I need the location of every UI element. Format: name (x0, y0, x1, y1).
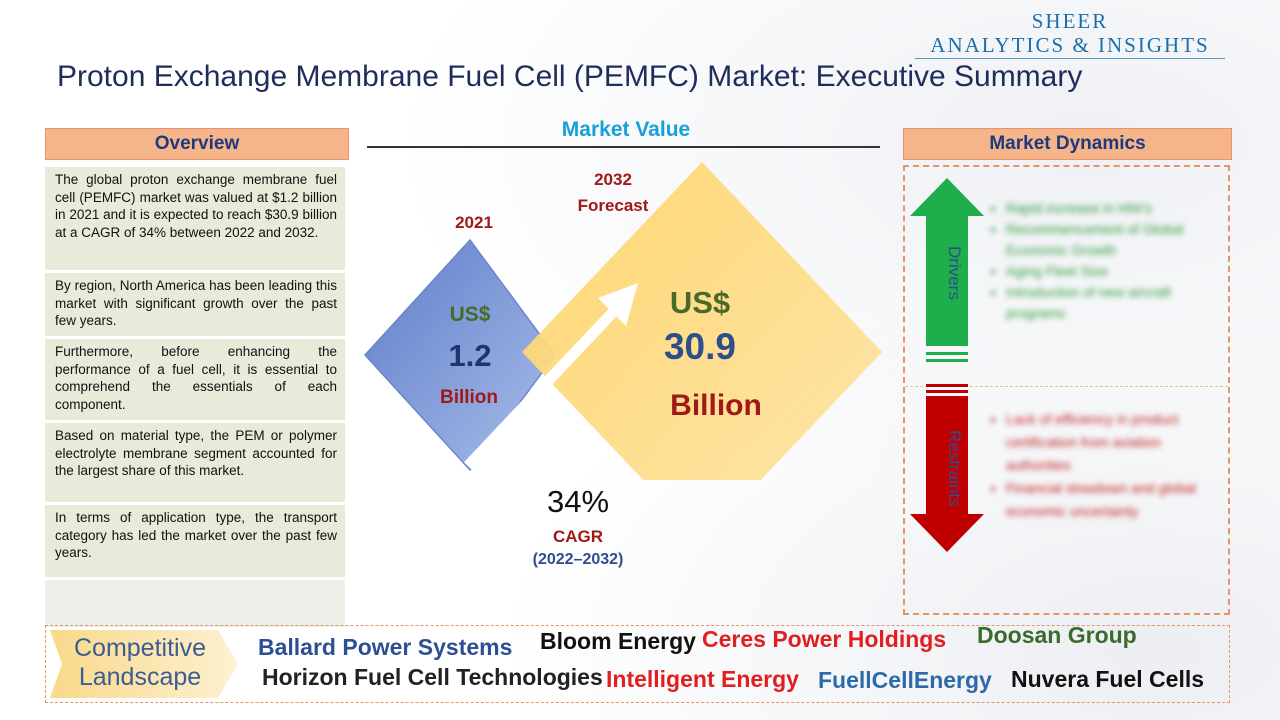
company-intelligent-energy: Intelligent Energy (606, 666, 799, 692)
diamond-2021 (363, 238, 556, 472)
brand-logo: SHEER ANALYTICS & INSIGHTS (900, 10, 1240, 59)
overview-divider (45, 577, 345, 580)
competitive-landscape-label: Competitive Landscape (60, 634, 220, 692)
overview-item: The global proton exchange membrane fuel… (45, 167, 345, 270)
driver-item: Aging Fleet Size (1006, 261, 1218, 282)
overview-divider (45, 502, 345, 505)
cagr-period: (2022–2032) (532, 551, 624, 568)
competitive-label-line1: Competitive (74, 634, 206, 662)
page-title: Proton Exchange Membrane Fuel Cell (PEMF… (57, 60, 1083, 93)
company-bloom: Bloom Energy (540, 628, 696, 654)
drivers-arrow-up-icon (910, 178, 984, 346)
restraints-arrow-down-icon (910, 396, 984, 552)
growth-arrow-shaft (463, 306, 620, 470)
overview-divider (45, 420, 345, 423)
overview-divider (45, 336, 345, 339)
company-nuvera: Nuvera Fuel Cells (1011, 666, 1205, 692)
competitive-label-line2: Landscape (78, 663, 202, 691)
restraints-label: Restraints (945, 429, 964, 507)
drivers-label: Drivers (945, 246, 964, 300)
competitive-chevron (50, 630, 238, 698)
value-2021: 1.2 (448, 338, 492, 373)
overview-divider (45, 270, 345, 273)
overview-item: By region, North America has been leadin… (45, 273, 345, 336)
company-horizon: Horizon Fuel Cell Technologies (262, 664, 603, 690)
value-2032: 30.9 (663, 326, 736, 367)
forecast-label: Forecast (577, 196, 649, 215)
restraint-item: Financial slowdown and global economic u… (1006, 477, 1218, 523)
company-doosan: Doosan Group (977, 622, 1137, 648)
market-dynamics-panel (903, 165, 1230, 615)
company-ballard: Ballard Power Systems (258, 634, 513, 660)
overview-header: Overview (45, 128, 349, 160)
logo-line-2: ANALYTICS & INSIGHTS (930, 33, 1210, 57)
driver-item: Recommencement of Global Economic Growth (1006, 219, 1218, 261)
growth-arrow-head (598, 283, 638, 326)
logo-rule (915, 58, 1225, 59)
dynamics-arrows (910, 178, 984, 552)
market-value-graphic (363, 162, 882, 480)
unit-2032: Billion (670, 389, 762, 422)
drivers-list: Rapid increase in HNI's Recommencement o… (988, 198, 1218, 324)
competitive-landscape-row (45, 625, 1230, 703)
currency-2021: US$ (449, 303, 491, 326)
company-fuelcellenergy: FuellCellEnergy (818, 667, 992, 693)
dynamics-divider (905, 386, 1228, 387)
market-value-title: Market Value (561, 118, 691, 141)
overview-item: Furthermore, before enhancing the perfor… (45, 339, 345, 420)
market-dynamics-header: Market Dynamics (903, 128, 1232, 160)
company-ceres: Ceres Power Holdings (702, 626, 947, 652)
restraint-item: Lack of efficiency in product certificat… (1006, 408, 1218, 477)
currency-2032: US$ (669, 285, 731, 320)
restraints-list: Lack of efficiency in product certificat… (988, 408, 1218, 523)
cagr-value: 34% (546, 484, 610, 519)
driver-item: Rapid increase in HNI's (1006, 198, 1218, 219)
diamond-2032 (522, 162, 882, 480)
cagr-label: CAGR (552, 527, 604, 546)
logo-line-1: SHEER (1031, 9, 1109, 33)
market-value-rule (367, 146, 880, 148)
overview-item: In terms of application type, the transp… (45, 505, 345, 577)
unit-2021: Billion (439, 387, 499, 408)
year-2021: 2021 (455, 213, 493, 232)
year-2032: 2032 (594, 170, 632, 189)
overview-item: Based on material type, the PEM or polym… (45, 423, 345, 502)
driver-item: Introduction of new aircraft programs (1006, 282, 1218, 324)
